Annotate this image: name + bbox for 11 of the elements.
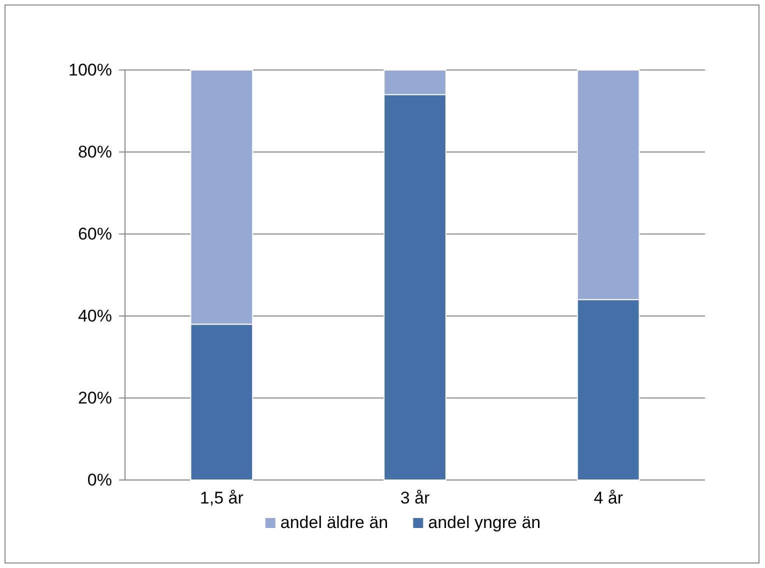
y-tick-label: 100% xyxy=(68,60,112,80)
y-tick-label: 80% xyxy=(78,142,112,162)
y-tick-label: 20% xyxy=(78,388,112,408)
y-tick-label: 40% xyxy=(78,306,112,326)
y-tick-label: 0% xyxy=(87,470,112,490)
x-tick-label: 4 år xyxy=(594,488,624,508)
y-tick-label: 60% xyxy=(78,224,112,244)
legend-label: andel yngre än xyxy=(428,513,541,532)
legend-label: andel äldre än xyxy=(280,513,388,532)
x-tick-label: 3 år xyxy=(400,488,430,508)
x-tick-label: 1,5 år xyxy=(200,488,244,508)
